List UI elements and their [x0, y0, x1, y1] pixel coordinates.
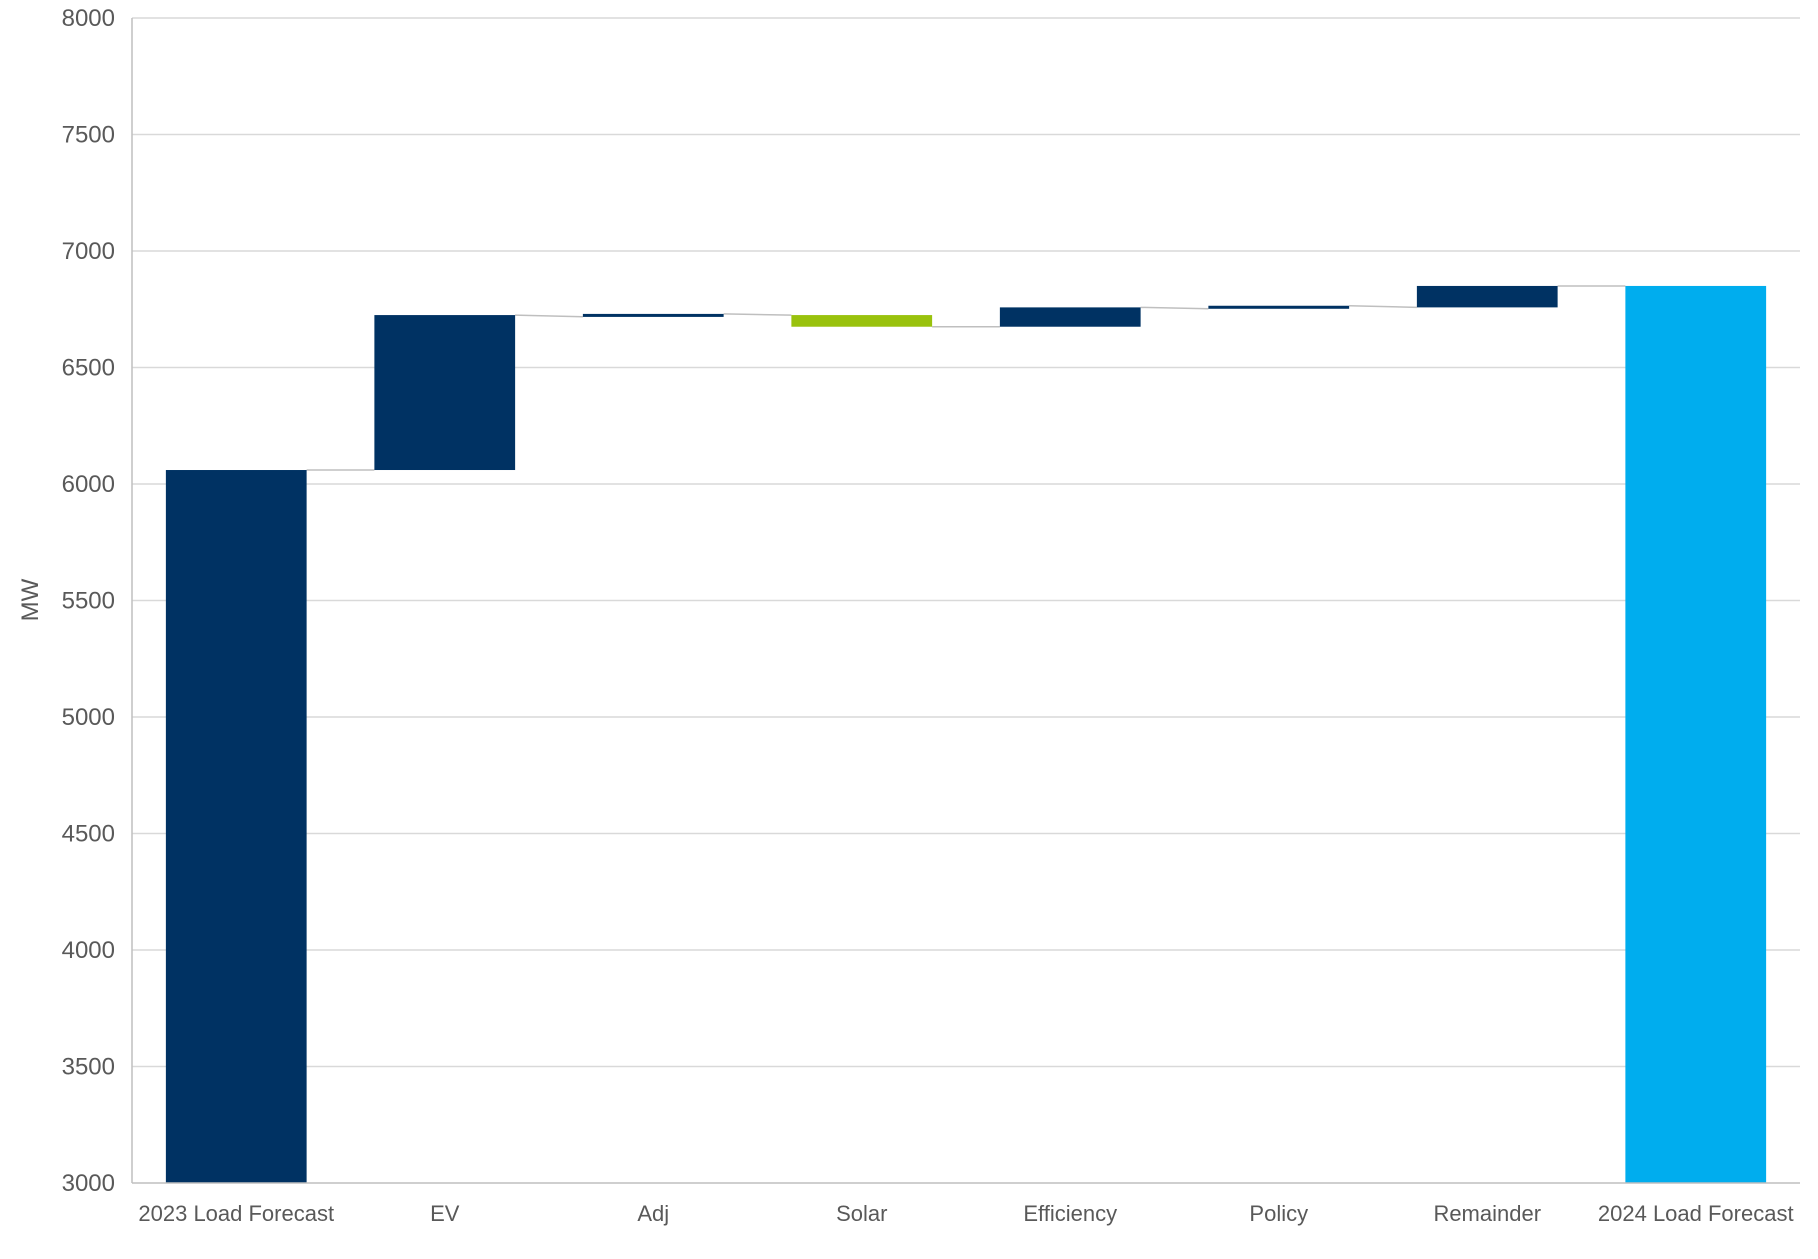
y-tick-label: 5500 [62, 588, 115, 615]
x-category-label: 2024 Load Forecast [1598, 1201, 1794, 1226]
x-category-label: Policy [1249, 1201, 1308, 1226]
connector-line [1140, 306, 1209, 310]
y-tick-label: 8000 [62, 5, 115, 32]
bar-policy [1208, 305, 1350, 309]
y-tick-label: 4000 [62, 937, 115, 964]
bar-solar [791, 315, 933, 327]
y-axis-title: MW [17, 578, 44, 621]
bar-efficiency [999, 307, 1141, 327]
x-category-label: Solar [836, 1201, 887, 1226]
y-tick-label: 5000 [62, 704, 115, 731]
y-tick-label: 7500 [62, 122, 115, 149]
x-category-label: 2023 Load Forecast [138, 1201, 334, 1226]
y-tick-label: 7000 [62, 238, 115, 265]
x-category-label: EV [430, 1201, 460, 1226]
connector-layer [306, 285, 1626, 471]
bar-2024-load-forecast [1625, 285, 1767, 1183]
connector-line [1349, 305, 1417, 309]
y-tick-label: 3500 [62, 1054, 115, 1081]
bar-2023-load-forecast [165, 470, 307, 1183]
y-axis-ticks: 3000 3500 4000 4500 5000 5500 6000 6500 7000 7500… [62, 5, 115, 1197]
y-tick-label: 6000 [62, 471, 115, 498]
bar-layer [165, 285, 1767, 1183]
x-category-label: Remainder [1433, 1201, 1541, 1226]
bar-ev [374, 315, 516, 471]
y-tick-label: 4500 [62, 821, 115, 848]
y-tick-label: 6500 [62, 355, 115, 382]
x-category-label: Efficiency [1023, 1201, 1117, 1226]
bar-remainder [1416, 285, 1558, 308]
y-tick-label: 3000 [62, 1170, 115, 1197]
x-axis-categories: 2023 Load Forecast EV Adj Solar Efficiency Po… [138, 1201, 1793, 1226]
connector-line [515, 314, 583, 318]
connector-line [723, 313, 792, 316]
grid-layer [132, 17, 1800, 1068]
bar-adj [582, 313, 724, 317]
x-category-label: Adj [637, 1201, 669, 1226]
